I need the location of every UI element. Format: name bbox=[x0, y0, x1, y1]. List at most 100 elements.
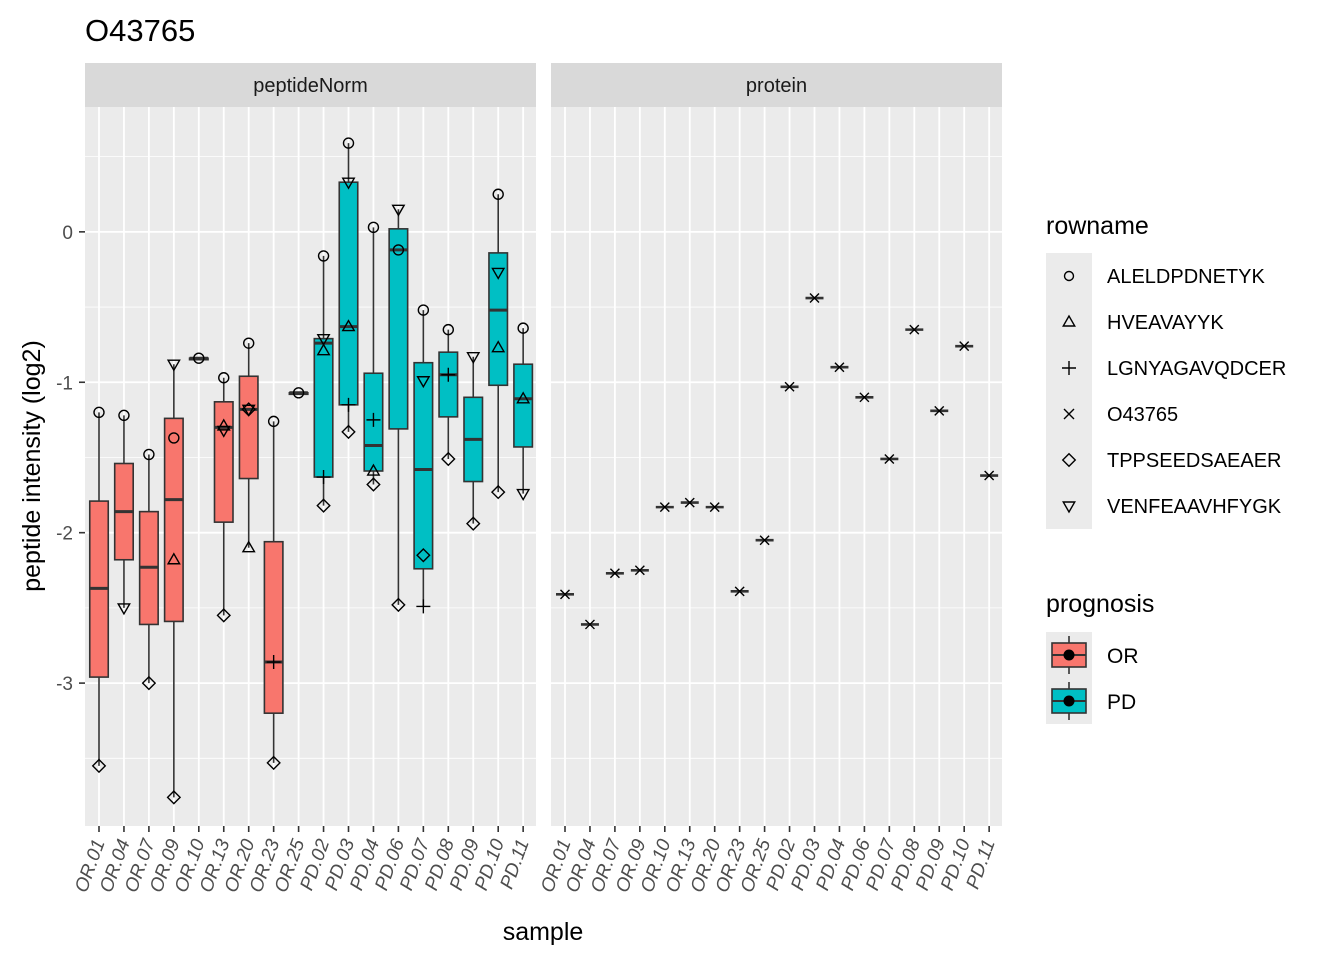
point-triangle-down-pd-09 bbox=[466, 351, 481, 365]
protein-mark-pd-07 bbox=[880, 453, 899, 464]
boxplot-or-25 bbox=[288, 387, 309, 399]
point-cross-pd-04 bbox=[834, 362, 845, 373]
point-cross-or-23 bbox=[734, 586, 745, 597]
point-cross-pd-03 bbox=[809, 293, 820, 304]
y-tick-label: -2 bbox=[56, 524, 73, 545]
point-triangle-down-pd-03 bbox=[341, 177, 356, 190]
point-cross-pd-10 bbox=[959, 341, 970, 352]
box bbox=[438, 351, 459, 418]
x-axis-title: sample bbox=[503, 918, 584, 946]
point-diamond-pd-04 bbox=[366, 477, 381, 492]
point-diamond-or-09 bbox=[166, 790, 182, 805]
point-circle-pd-04 bbox=[367, 221, 380, 234]
x-axis: OR.01OR.04OR.07OR.09OR.10OR.13OR.20OR.23… bbox=[71, 826, 1000, 895]
point-circle-pd-11 bbox=[517, 322, 529, 334]
legend-item-hveavayyk: HVEAVAYYK bbox=[1062, 312, 1224, 334]
point-diamond-or-23 bbox=[266, 755, 281, 771]
point-plus-pd-02 bbox=[316, 470, 331, 485]
protein-mark-pd-04 bbox=[830, 362, 849, 373]
point-circle-or-09 bbox=[168, 432, 180, 444]
legend-item-aleldpdnetyk: ALELDPDNETYK bbox=[1063, 266, 1265, 288]
legend-label: LGNYAGAVQDCER bbox=[1107, 358, 1286, 380]
point-diamond-or-13 bbox=[216, 608, 231, 623]
boxplot-pd-08 bbox=[438, 323, 459, 467]
y-axis-title: peptide intensity (log2) bbox=[18, 340, 46, 592]
panel-protein bbox=[551, 107, 1002, 826]
point-triangle-down-pd-10 bbox=[491, 267, 506, 280]
point-circle-pd-08 bbox=[442, 323, 454, 336]
facet-strip-protein bbox=[551, 63, 1002, 107]
box bbox=[413, 361, 434, 570]
point-circle-or-25 bbox=[292, 387, 305, 399]
point-triangle-pd-03 bbox=[341, 319, 356, 332]
legend-item-tppseedsaeaer: TPPSEEDSAEAER bbox=[1061, 450, 1282, 472]
point-triangle-down-pd-11 bbox=[516, 488, 531, 501]
legend-key-cross bbox=[1063, 408, 1075, 420]
boxplot-or-04 bbox=[113, 409, 134, 616]
protein-mark-or-07 bbox=[605, 568, 624, 579]
legend-prognosis: prognosis OR PD bbox=[1046, 590, 1154, 724]
box bbox=[213, 401, 234, 523]
point-circle-or-20 bbox=[242, 337, 255, 349]
legend-label: PD bbox=[1107, 691, 1136, 714]
point-triangle-or-09 bbox=[166, 552, 181, 565]
y-tick-label: -3 bbox=[56, 674, 73, 695]
legend-key-dot bbox=[1063, 695, 1075, 707]
point-triangle-pd-10 bbox=[491, 340, 506, 353]
panel-peptidenorm bbox=[85, 107, 536, 826]
box bbox=[513, 363, 534, 448]
boxplot-or-10 bbox=[188, 352, 209, 364]
chart-title: O43765 bbox=[85, 13, 195, 48]
point-cross-pd-09 bbox=[934, 405, 945, 416]
protein-mark-pd-03 bbox=[805, 293, 824, 304]
point-circle-or-10 bbox=[193, 352, 205, 364]
point-triangle-pd-11 bbox=[516, 391, 531, 404]
point-triangle-down-or-04 bbox=[116, 603, 131, 616]
point-circle-or-07 bbox=[143, 448, 155, 461]
protein-mark-or-10 bbox=[655, 502, 674, 513]
protein-mark-pd-11 bbox=[980, 470, 999, 481]
point-cross-or-20 bbox=[709, 502, 720, 513]
point-diamond-pd-10 bbox=[490, 484, 506, 500]
legend-label: HVEAVAYYK bbox=[1107, 312, 1224, 334]
point-circle-or-23 bbox=[267, 415, 280, 428]
legend-label: O43765 bbox=[1107, 404, 1178, 426]
point-plus-or-23 bbox=[266, 655, 281, 670]
point-plus-pd-07 bbox=[416, 599, 431, 614]
legend-item-pd: PD bbox=[1051, 682, 1136, 720]
facet-strip-peptidenorm bbox=[85, 63, 536, 107]
legend-label: TPPSEEDSAEAER bbox=[1107, 450, 1282, 472]
boxplot-pd-09 bbox=[463, 351, 484, 531]
point-diamond-pd-07 bbox=[416, 548, 431, 563]
protein-mark-or-04 bbox=[580, 619, 599, 630]
point-cross-pd-07 bbox=[884, 453, 895, 464]
legend-item-or: OR bbox=[1051, 636, 1139, 674]
point-circle-pd-10 bbox=[492, 188, 504, 200]
protein-mark-or-13 bbox=[680, 497, 699, 508]
boxplot-pd-04 bbox=[363, 221, 384, 492]
boxplot-or-09 bbox=[163, 359, 184, 805]
point-circle-pd-03 bbox=[342, 137, 355, 149]
facet-label-peptidenorm: peptideNorm bbox=[253, 75, 368, 97]
point-triangle-down-pd-07 bbox=[416, 376, 431, 389]
point-diamond-pd-03 bbox=[341, 424, 356, 440]
point-cross-or-25 bbox=[759, 535, 770, 546]
legend-key-triangle-down bbox=[1062, 501, 1076, 514]
legend-key-circle bbox=[1063, 270, 1075, 282]
point-triangle-down-pd-02 bbox=[316, 333, 331, 347]
boxplot-pd-11 bbox=[513, 322, 534, 501]
boxplot-or-13 bbox=[213, 372, 234, 623]
boxplot-or-23 bbox=[263, 415, 284, 771]
point-circle-pd-02 bbox=[317, 250, 330, 262]
box bbox=[388, 228, 409, 430]
point-triangle-or-13 bbox=[216, 418, 231, 431]
point-triangle-down-or-20 bbox=[241, 404, 256, 417]
point-circle-or-13 bbox=[218, 372, 230, 384]
legend-key-background bbox=[1046, 253, 1092, 529]
protein-mark-or-25 bbox=[755, 535, 774, 546]
point-circle-pd-06 bbox=[392, 244, 405, 256]
panel-background bbox=[551, 107, 1002, 826]
legend-label: ALELDPDNETYK bbox=[1107, 266, 1265, 288]
point-cross-or-10 bbox=[659, 502, 670, 513]
point-cross-or-04 bbox=[584, 619, 595, 630]
